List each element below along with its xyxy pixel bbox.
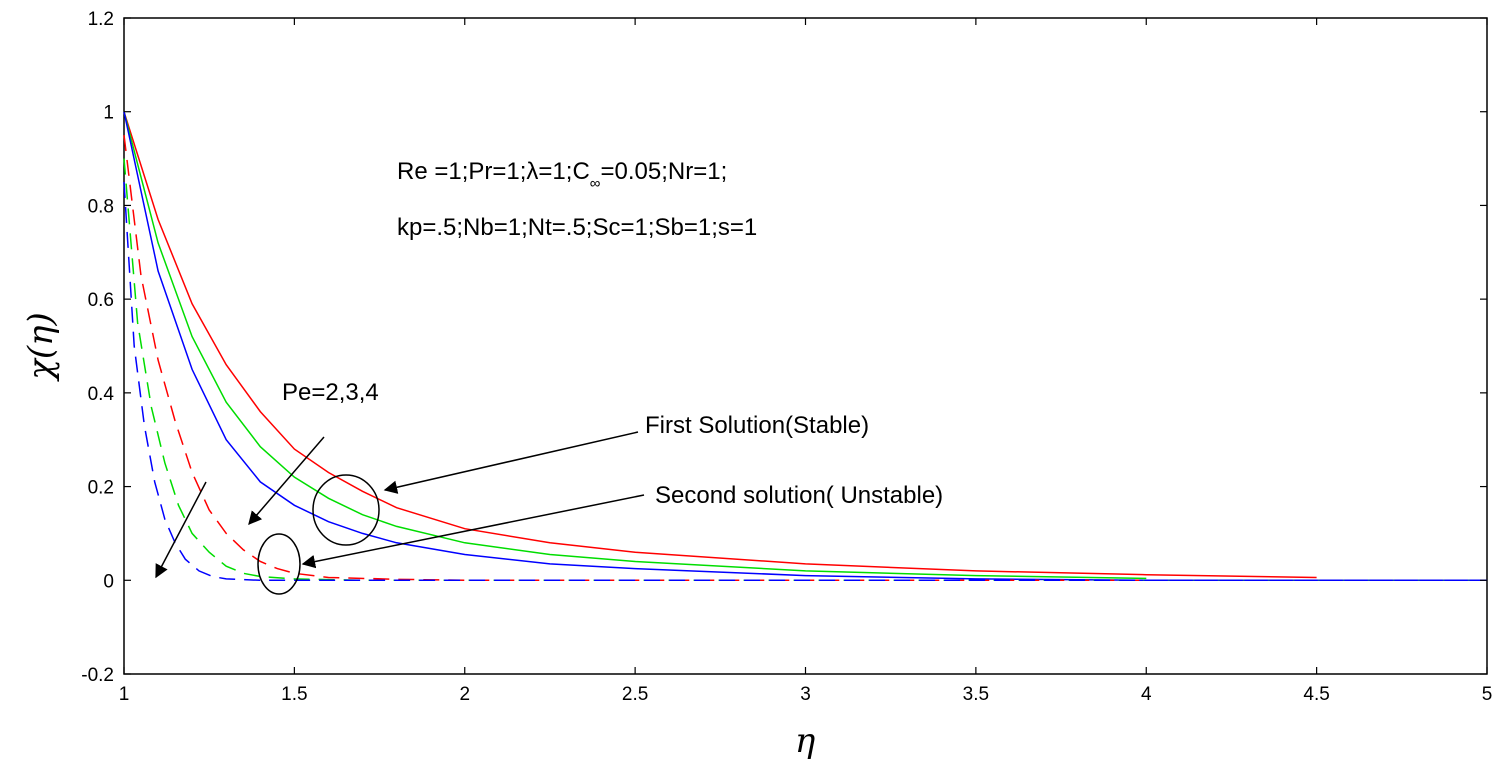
plot-area: [123, 17, 1488, 675]
y-tick-label: 0.8: [88, 196, 114, 217]
tick-layer: 1 1.5 2 2.5 3 3.5 4 4.5 5 -0.2 0 0.2 0.4 0.6 0.8 1 1.2: [81, 9, 1492, 705]
series-layer: [123, 111, 1487, 582]
params-line-1-subscript: ∞: [590, 175, 601, 192]
params-line-1-tail: =0.05;Nr=1;: [600, 158, 727, 185]
y-tick-label: 0: [103, 571, 114, 592]
y-tick-label: 0.2: [88, 478, 114, 499]
pe-arrow-second: [155, 481, 207, 579]
y-tick-label: 1.2: [88, 9, 114, 30]
x-tick-label: 1.5: [281, 684, 307, 705]
series-line-first-1: [123, 111, 1317, 579]
params-line-2: kp=.5;Nb=1;Nt=.5;Sc=1;Sb=1;s=1: [397, 214, 757, 241]
second-solution-label: Second solution( Unstable): [655, 482, 943, 509]
y-axis-title: χ(η): [21, 312, 61, 382]
y-tick-label: 0.4: [88, 384, 115, 405]
x-tick-label: 2: [459, 684, 470, 705]
y-tick-label: 1: [103, 103, 114, 124]
x-tick-label: 3: [800, 684, 811, 705]
x-tick-label: 5: [1482, 684, 1493, 705]
params-line-1-main: Re =1;Pr=1;λ=1;C: [397, 158, 590, 185]
x-tick-label: 4: [1141, 684, 1152, 705]
series-line-first-2: [123, 111, 1147, 580]
x-tick-label: 3.5: [963, 684, 989, 705]
first-solution-arrow: [383, 431, 639, 494]
first-solution-circle: [312, 474, 380, 546]
first-solution-label: First Solution(Stable): [645, 412, 869, 439]
x-tick-label: 2.5: [622, 684, 648, 705]
params-line-1: Re =1;Pr=1;λ=1;C∞=0.05;Nr=1;: [397, 158, 727, 192]
second-solution-circle: [257, 533, 301, 595]
x-axis-title: η: [795, 721, 816, 761]
x-tick-label: 4.5: [1303, 684, 1329, 705]
series-line-second-2: [123, 158, 1487, 582]
series-line-second-3: [123, 181, 1487, 582]
pe-arrow-first: [248, 436, 325, 526]
x-tick-label: 1: [119, 684, 130, 705]
y-tick-label: 0.6: [88, 290, 114, 311]
second-solution-arrow: [301, 494, 645, 569]
series-line-first-3: [123, 111, 1487, 582]
y-tick-label: -0.2: [81, 665, 114, 686]
pe-annotation: Pe=2,3,4: [282, 379, 379, 406]
